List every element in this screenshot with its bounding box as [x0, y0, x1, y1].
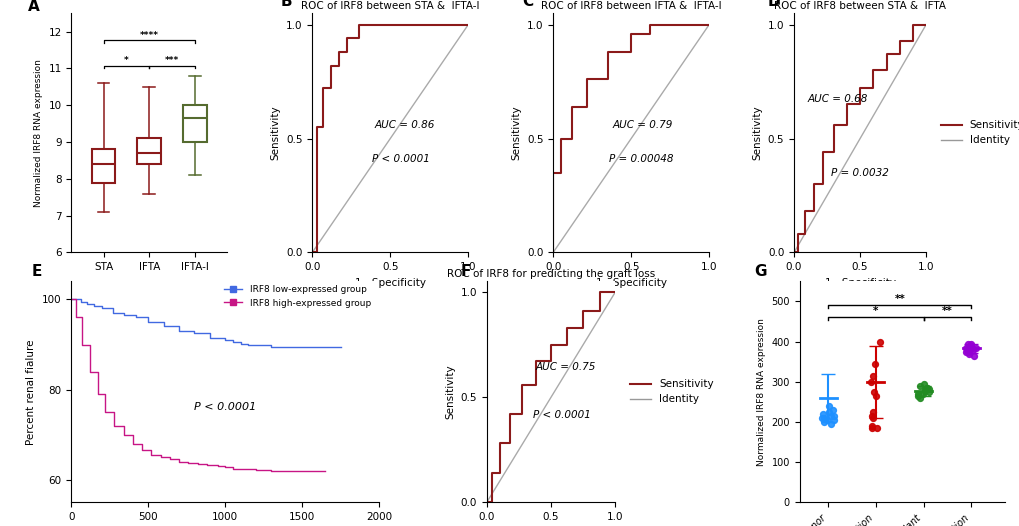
Y-axis label: Sensitivity: Sensitivity: [270, 106, 280, 160]
Point: [864, 408, 880, 416]
Y-axis label: Percent renal fialure: Percent renal fialure: [26, 339, 37, 444]
Point: [863, 412, 879, 420]
Y-axis label: Sensitivity: Sensitivity: [444, 365, 454, 419]
Text: C: C: [522, 0, 533, 9]
Point: [824, 412, 841, 420]
Y-axis label: Sensitivity: Sensitivity: [511, 106, 521, 160]
Point: [817, 416, 834, 424]
Text: P = 0.0032: P = 0.0032: [830, 168, 888, 178]
Legend: Sensitivity, Identity: Sensitivity, Identity: [935, 116, 1019, 149]
Text: *: *: [872, 306, 877, 316]
Text: P < 0.0001: P < 0.0001: [371, 154, 429, 164]
Point: [910, 382, 926, 390]
Text: P < 0.0001: P < 0.0001: [533, 410, 590, 420]
Point: [909, 390, 925, 398]
Point: [916, 387, 932, 395]
Point: [916, 386, 932, 394]
Point: [863, 424, 879, 432]
X-axis label: 1 - Specificity: 1 - Specificity: [595, 278, 666, 288]
Point: [915, 380, 931, 388]
Title: ROC of IRF8 between STA &  IFTA-I: ROC of IRF8 between STA & IFTA-I: [301, 1, 479, 11]
Text: ****: ****: [140, 31, 159, 39]
Text: G: G: [754, 264, 766, 279]
Point: [821, 412, 838, 420]
Text: ***: ***: [165, 56, 179, 65]
Point: [920, 385, 936, 393]
Point: [960, 349, 976, 358]
Point: [868, 424, 884, 432]
Point: [911, 393, 927, 402]
PathPatch shape: [183, 105, 207, 142]
X-axis label: 1 - Specificity: 1 - Specificity: [355, 278, 425, 288]
Text: B: B: [281, 0, 292, 9]
Point: [962, 339, 978, 348]
Text: AUC = 0.79: AUC = 0.79: [611, 120, 673, 130]
Point: [920, 388, 936, 396]
Point: [820, 402, 837, 410]
Title: ROC of IRF8 between STA &  IFTA: ROC of IRF8 between STA & IFTA: [773, 1, 946, 11]
Point: [963, 343, 979, 352]
Point: [813, 414, 829, 422]
Point: [965, 351, 981, 360]
Text: P = 0.00048: P = 0.00048: [608, 154, 674, 164]
Text: AUC = 0.86: AUC = 0.86: [374, 120, 435, 130]
Text: **: **: [942, 306, 952, 316]
Point: [814, 410, 830, 418]
Text: *: *: [124, 56, 128, 65]
Point: [960, 348, 976, 356]
Point: [864, 414, 880, 422]
Text: E: E: [32, 264, 42, 279]
Text: A: A: [28, 0, 40, 14]
Point: [815, 414, 832, 422]
Text: P < 0.0001: P < 0.0001: [195, 401, 257, 411]
Title: ROC of IRF8 for predicting the graft loss: ROC of IRF8 for predicting the graft los…: [446, 269, 654, 279]
Point: [864, 371, 880, 380]
Point: [866, 360, 882, 368]
Y-axis label: Normalized IRF8 RNA expression: Normalized IRF8 RNA expression: [756, 318, 765, 466]
Y-axis label: Normalized IRF8 RNA expression: Normalized IRF8 RNA expression: [34, 59, 43, 207]
Point: [862, 378, 878, 386]
Text: **: **: [894, 295, 904, 305]
Point: [871, 338, 888, 346]
Point: [958, 346, 974, 354]
Point: [909, 392, 925, 400]
Text: AUC = 0.68: AUC = 0.68: [806, 94, 867, 104]
Legend: Sensitivity, Identity: Sensitivity, Identity: [625, 375, 717, 409]
Point: [822, 420, 839, 428]
PathPatch shape: [92, 149, 115, 183]
Text: AUC = 0.75: AUC = 0.75: [535, 362, 595, 372]
Point: [957, 348, 973, 356]
Legend: IRF8 low-expressed group, IRF8 high-expressed group: IRF8 low-expressed group, IRF8 high-expr…: [220, 281, 374, 311]
Point: [918, 383, 934, 392]
Point: [918, 383, 934, 392]
X-axis label: 1 - Specificity: 1 - Specificity: [823, 278, 895, 288]
Y-axis label: Sensitivity: Sensitivity: [752, 106, 761, 160]
Point: [825, 416, 842, 424]
PathPatch shape: [138, 138, 161, 164]
Point: [823, 406, 840, 414]
Point: [863, 422, 879, 430]
Point: [964, 346, 980, 354]
Point: [867, 392, 883, 400]
Point: [957, 343, 973, 352]
Point: [967, 343, 983, 352]
Point: [820, 408, 837, 416]
Text: F: F: [461, 264, 471, 279]
Point: [959, 339, 975, 348]
Point: [865, 388, 881, 396]
Point: [815, 418, 832, 426]
Point: [914, 390, 930, 398]
Title: ROC of IRF8 between IFTA &  IFTA-I: ROC of IRF8 between IFTA & IFTA-I: [540, 1, 720, 11]
Text: D: D: [767, 0, 780, 9]
Point: [962, 341, 978, 350]
